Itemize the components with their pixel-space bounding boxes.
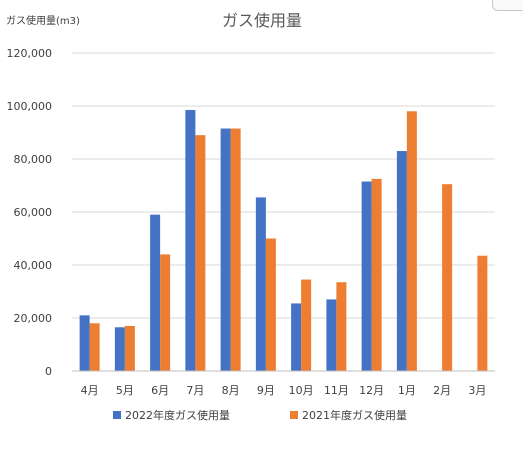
gridlines	[72, 52, 495, 319]
bar-2022	[114, 327, 125, 371]
bar-2022	[220, 128, 231, 371]
y-tick-label: 40,000	[14, 259, 53, 272]
bar-2022	[150, 214, 161, 371]
x-tick-label: 9月	[257, 384, 275, 397]
legend-swatch	[113, 411, 121, 419]
x-axis-ticks: 4月 5月 6月 7月 8月 9月 10月 11月 12月 1月 2月 3月	[81, 384, 487, 397]
x-tick-label: 1月	[398, 384, 416, 397]
bar-2022	[326, 299, 337, 371]
legend: 2022年度ガス使用量 2021年度ガス使用量	[113, 408, 407, 422]
x-tick-label: 3月	[468, 384, 486, 397]
bar-2021	[336, 282, 347, 371]
bars	[79, 109, 488, 372]
legend-label: 2022年度ガス使用量	[125, 408, 230, 422]
bar-2021	[265, 238, 276, 371]
y-tick-label: 100,000	[7, 100, 53, 113]
y-tick-label: 60,000	[14, 206, 53, 219]
x-tick-label: 7月	[186, 384, 204, 397]
legend-label: 2021年度ガス使用量	[302, 408, 407, 422]
y-axis-ticks: 0 20,000 40,000 60,000 80,000 100,000 120,000	[7, 47, 53, 378]
bar-2021	[195, 135, 206, 371]
bar-2022	[185, 109, 196, 371]
corner-fragment	[492, 0, 523, 11]
legend-swatch	[290, 411, 298, 419]
bar-2021	[371, 178, 382, 371]
x-tick-label: 4月	[81, 384, 99, 397]
bar-2021	[301, 279, 312, 371]
x-tick-label: 2月	[433, 384, 451, 397]
y-tick-label: 120,000	[7, 47, 53, 60]
bar-2022	[79, 315, 90, 371]
bar-2021	[406, 111, 417, 372]
chart-title: ガス使用量	[222, 11, 302, 30]
bar-2022	[291, 303, 302, 371]
bar-2022	[361, 181, 372, 371]
bar-2021	[442, 184, 453, 371]
bar-2021	[89, 323, 100, 371]
bar-2022	[396, 151, 407, 371]
bar-2021	[477, 255, 488, 371]
y-tick-label: 20,000	[14, 312, 53, 325]
y-axis-unit-label: ガス使用量(m3)	[6, 14, 80, 27]
x-tick-label: 11月	[324, 384, 349, 397]
x-tick-label: 6月	[151, 384, 169, 397]
bar-2021	[124, 325, 135, 371]
bar-2022	[255, 197, 266, 371]
bar-2021	[160, 254, 171, 371]
x-tick-label: 10月	[289, 384, 314, 397]
x-tick-label: 8月	[222, 384, 240, 397]
y-tick-label: 0	[45, 365, 52, 378]
x-tick-label: 5月	[116, 384, 134, 397]
x-tick-label: 12月	[359, 384, 384, 397]
bar-2021	[230, 128, 241, 371]
y-tick-label: 80,000	[14, 153, 53, 166]
